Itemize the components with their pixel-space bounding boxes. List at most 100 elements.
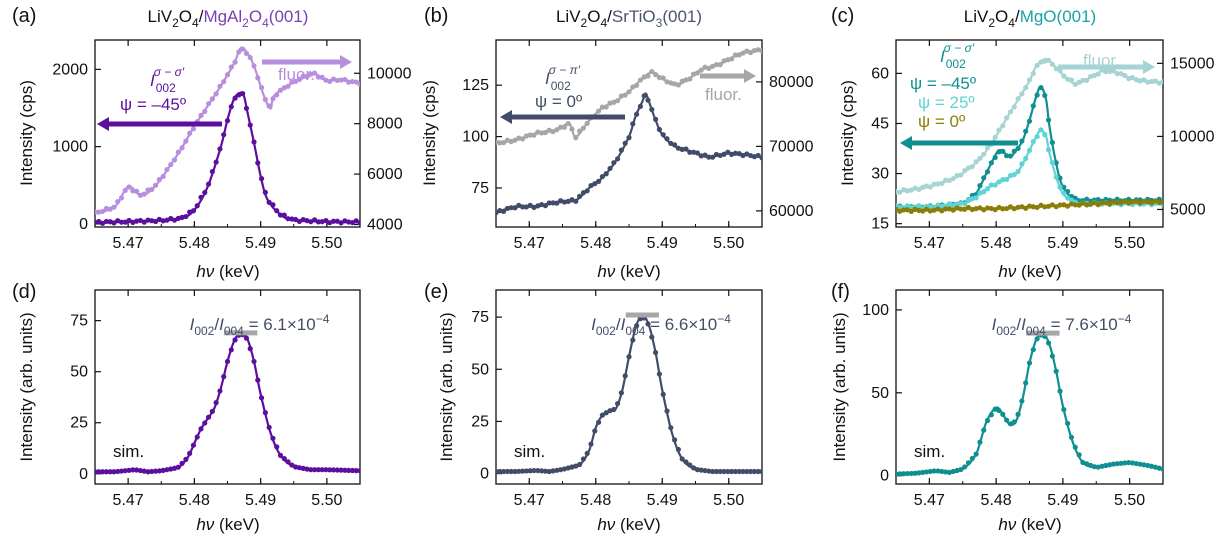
data-point xyxy=(981,427,987,433)
data-point xyxy=(107,469,113,475)
y-axis-label: Intensity (cps) xyxy=(420,80,439,186)
y2-tick-label: 60000 xyxy=(769,203,814,220)
data-point xyxy=(224,72,231,78)
data-point xyxy=(357,81,360,88)
y-tick-label: 15 xyxy=(871,216,889,233)
data-point xyxy=(1042,204,1048,210)
data-point xyxy=(687,462,693,468)
data-point xyxy=(1045,340,1052,346)
data-point xyxy=(1000,123,1006,129)
data-point xyxy=(603,171,609,177)
plot-area xyxy=(95,331,360,475)
data-point xyxy=(977,183,983,189)
data-point xyxy=(942,206,949,212)
data-point xyxy=(584,120,590,126)
data-point xyxy=(687,76,693,82)
x-tick-label: 5.47 xyxy=(113,235,144,252)
data-point xyxy=(626,89,632,95)
data-point xyxy=(755,152,761,159)
data-point xyxy=(520,204,526,210)
data-point xyxy=(592,181,598,187)
data-point xyxy=(992,182,998,188)
data-point xyxy=(152,182,159,188)
data-point xyxy=(542,129,549,136)
data-point xyxy=(285,83,291,89)
data-point xyxy=(713,62,720,68)
data-point xyxy=(588,441,594,447)
data-point xyxy=(969,455,975,462)
data-point xyxy=(315,74,321,80)
data-point xyxy=(258,395,265,401)
data-point xyxy=(103,469,109,475)
fluor-label: fluor. xyxy=(705,85,742,104)
x-axis-label: hν (keV) xyxy=(998,262,1061,281)
data-point xyxy=(1126,459,1132,466)
x-tick-label: 5.49 xyxy=(647,492,678,509)
plot-area xyxy=(496,313,762,475)
data-point xyxy=(1057,184,1063,190)
data-point xyxy=(1160,199,1163,205)
data-point xyxy=(277,212,284,218)
data-point xyxy=(729,56,735,62)
data-point xyxy=(664,136,670,142)
data-point xyxy=(357,468,360,474)
data-point xyxy=(634,82,640,88)
data-point xyxy=(512,468,518,475)
x-axis-label: hν (keV) xyxy=(998,515,1061,534)
y2-tick-label: 80000 xyxy=(769,74,814,91)
x-tick-label: 5.47 xyxy=(914,492,945,509)
series-signal-0 xyxy=(95,331,360,475)
data-point xyxy=(277,87,284,93)
data-point xyxy=(1068,77,1075,83)
data-point xyxy=(615,156,621,162)
data-point xyxy=(175,464,181,470)
data-point xyxy=(1118,460,1124,466)
data-point xyxy=(1107,201,1113,207)
data-point xyxy=(984,417,991,424)
data-point xyxy=(672,437,678,443)
data-point xyxy=(1072,81,1078,87)
y-tick-label: 1000 xyxy=(52,139,88,156)
data-point xyxy=(611,160,617,166)
data-point xyxy=(1042,132,1048,138)
y-tick-label: 45 xyxy=(871,115,889,132)
data-point xyxy=(1148,200,1155,206)
data-point xyxy=(111,469,117,475)
data-point xyxy=(262,189,268,195)
data-point xyxy=(1004,417,1010,423)
data-point xyxy=(527,202,533,208)
data-point xyxy=(603,104,609,110)
data-point xyxy=(171,157,178,163)
panel-label: (d) xyxy=(12,281,36,303)
y-tick-label: 75 xyxy=(70,313,88,330)
data-point xyxy=(1045,147,1052,153)
data-point xyxy=(1026,118,1033,124)
data-point xyxy=(599,412,606,418)
data-point xyxy=(497,140,503,146)
data-point xyxy=(205,101,212,107)
data-point xyxy=(141,191,147,197)
data-point xyxy=(281,456,287,462)
data-point xyxy=(118,219,125,225)
data-point xyxy=(1122,460,1128,466)
x-tick-label: 5.47 xyxy=(514,235,545,252)
data-point xyxy=(1145,79,1151,85)
data-point xyxy=(175,149,181,155)
data-point xyxy=(577,461,583,468)
data-point xyxy=(1011,104,1017,110)
data-point xyxy=(916,470,922,476)
data-point xyxy=(202,108,208,115)
data-point xyxy=(243,105,250,111)
data-point xyxy=(330,467,337,473)
data-point xyxy=(539,468,545,474)
data-point xyxy=(1030,70,1036,77)
panel-c: (c) LiV2O4/MgO(001) 5.47 5.48 5.49 5.50 hν (ke… xyxy=(831,5,1215,281)
data-point xyxy=(981,175,987,181)
data-point xyxy=(1072,202,1078,208)
data-point xyxy=(672,142,678,148)
data-point xyxy=(706,65,712,71)
data-point xyxy=(580,125,587,131)
data-point xyxy=(649,106,655,113)
data-point xyxy=(504,468,510,475)
data-point xyxy=(187,450,193,456)
